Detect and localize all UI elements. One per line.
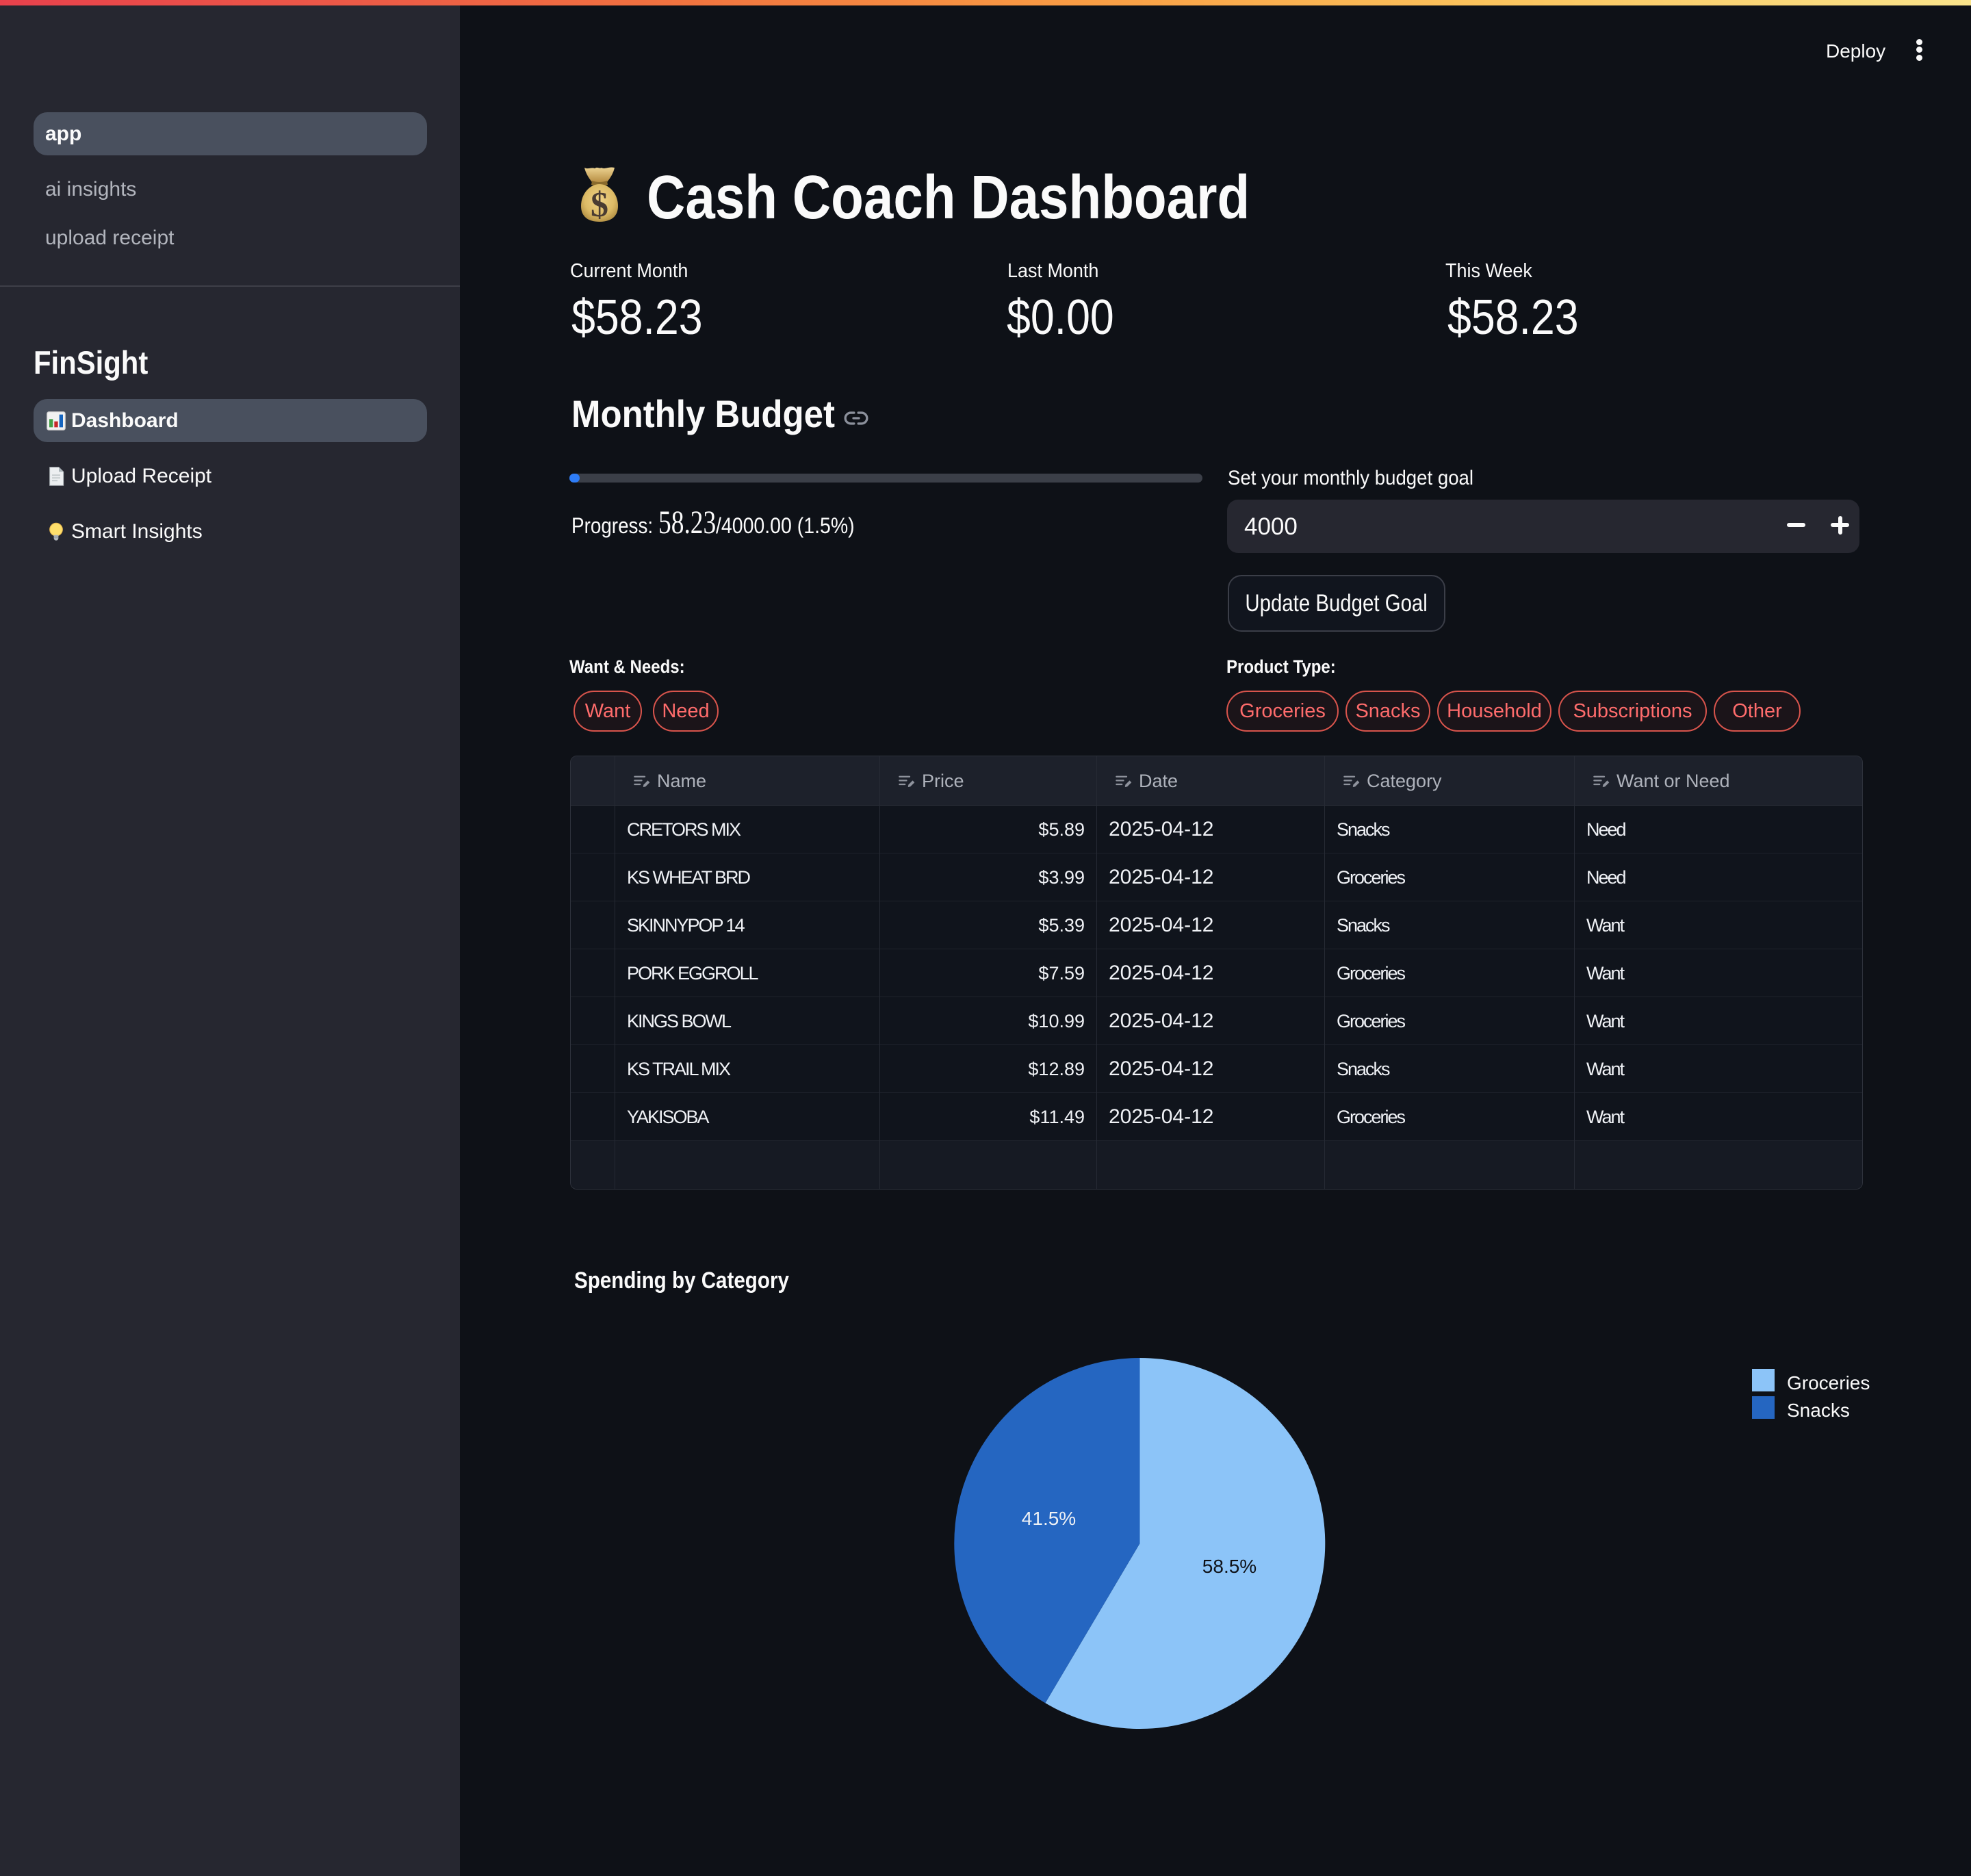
svg-text:58.5%: 58.5% (1202, 1556, 1257, 1577)
svg-text:41.5%: 41.5% (1022, 1508, 1076, 1529)
svg-text:$: $ (591, 185, 608, 222)
